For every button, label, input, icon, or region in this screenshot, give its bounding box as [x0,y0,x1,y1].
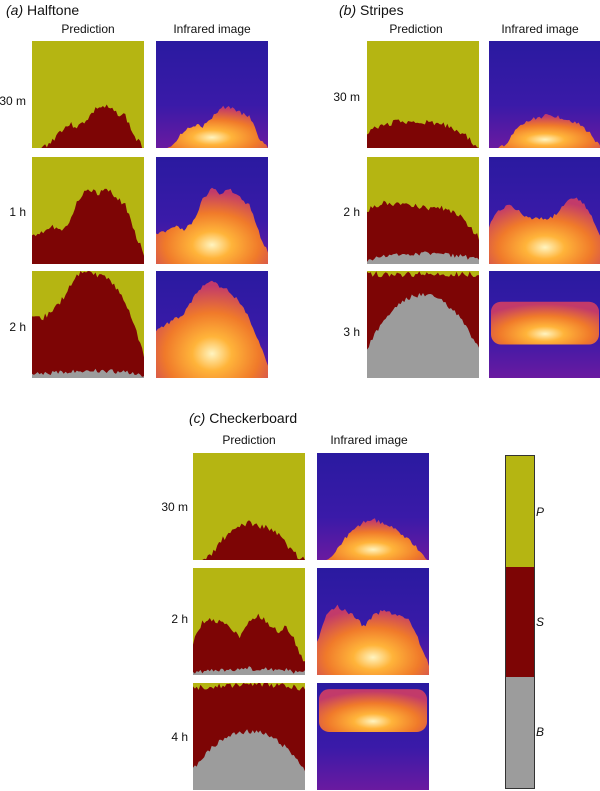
panel-a-name: Halftone [27,2,80,18]
infrared-image [489,41,600,148]
prediction-image [32,271,144,378]
prediction-image [367,157,479,264]
phase-s-region [32,104,144,148]
prediction-image [193,453,305,560]
phase-b-region [193,729,305,790]
phase-s-region [32,271,144,378]
phase-s-region [367,200,479,264]
ir-hot-region [156,105,268,148]
panel-c-col-prediction: Prediction [222,433,276,447]
ir-hot-region [491,301,599,345]
phase-b-region [193,666,305,675]
panel-b-col-prediction: Prediction [389,22,443,36]
prediction-image [367,41,479,148]
panel-a-col-infrared: Infrared image [173,22,251,36]
prediction-image [193,568,305,675]
phase-colorbar [505,455,535,789]
panel-b-col-infrared: Infrared image [501,22,579,36]
infrared-image [489,157,600,264]
ir-hot-region [489,197,600,264]
panel-c-row-label: 2 h [171,612,188,626]
panel-a-row-label: 30 m [0,94,26,108]
panel-a-letter: (a) [6,2,24,18]
phase-s-region [367,119,479,148]
colorbar-segment-s [506,567,534,677]
panel-c-name: Checkerboard [209,410,298,426]
prediction-image [32,41,144,148]
panel-c-title: (c) Checkerboard [189,410,297,426]
ir-hot-region [317,518,429,560]
colorbar-segment-p [506,456,534,568]
panel-b-row-label: 30 m [333,90,360,104]
prediction-image [193,683,305,790]
colorbar-label-s: S [536,615,545,629]
colorbar-segment-b [506,676,534,788]
colorbar-label-p: P [536,505,545,519]
panel-b-title: (b) Stripes [339,2,404,18]
phase-s-region [32,188,144,264]
infrared-image [317,453,429,560]
panel-c-col-infrared: Infrared image [330,433,408,447]
infrared-image [156,157,268,264]
ir-hot-region [489,114,600,148]
panel-a-col-prediction: Prediction [61,22,115,36]
colorbar-label-b: B [536,725,545,739]
prediction-image [32,157,144,264]
ir-hot-region [156,187,268,264]
ir-hot-region [319,689,427,732]
infrared-image [156,41,268,148]
infrared-image [317,683,429,790]
ir-hot-region [317,604,429,675]
panel-a-title: (a) Halftone [6,2,79,18]
panel-a-row-label: 2 h [9,320,26,334]
phase-b-region [367,293,479,378]
panel-b-row-label: 2 h [343,205,360,219]
ir-hot-region [156,280,268,378]
panel-c-row-label: 4 h [171,730,188,744]
panel-b-letter: (b) [339,2,357,18]
phase-s-region [193,613,305,675]
panel-c-row-label: 30 m [161,500,188,514]
infrared-image [317,568,429,675]
infrared-image [489,271,600,378]
panel-b-name: Stripes [360,2,404,18]
phase-s-region [193,520,305,560]
infrared-image [156,271,268,378]
phase-b-region [32,368,144,378]
panel-a-row-label: 1 h [9,205,26,219]
panel-c-letter: (c) [189,410,206,426]
panel-b-row-label: 3 h [343,325,360,339]
prediction-image [367,271,479,378]
phase-b-region [367,251,479,264]
